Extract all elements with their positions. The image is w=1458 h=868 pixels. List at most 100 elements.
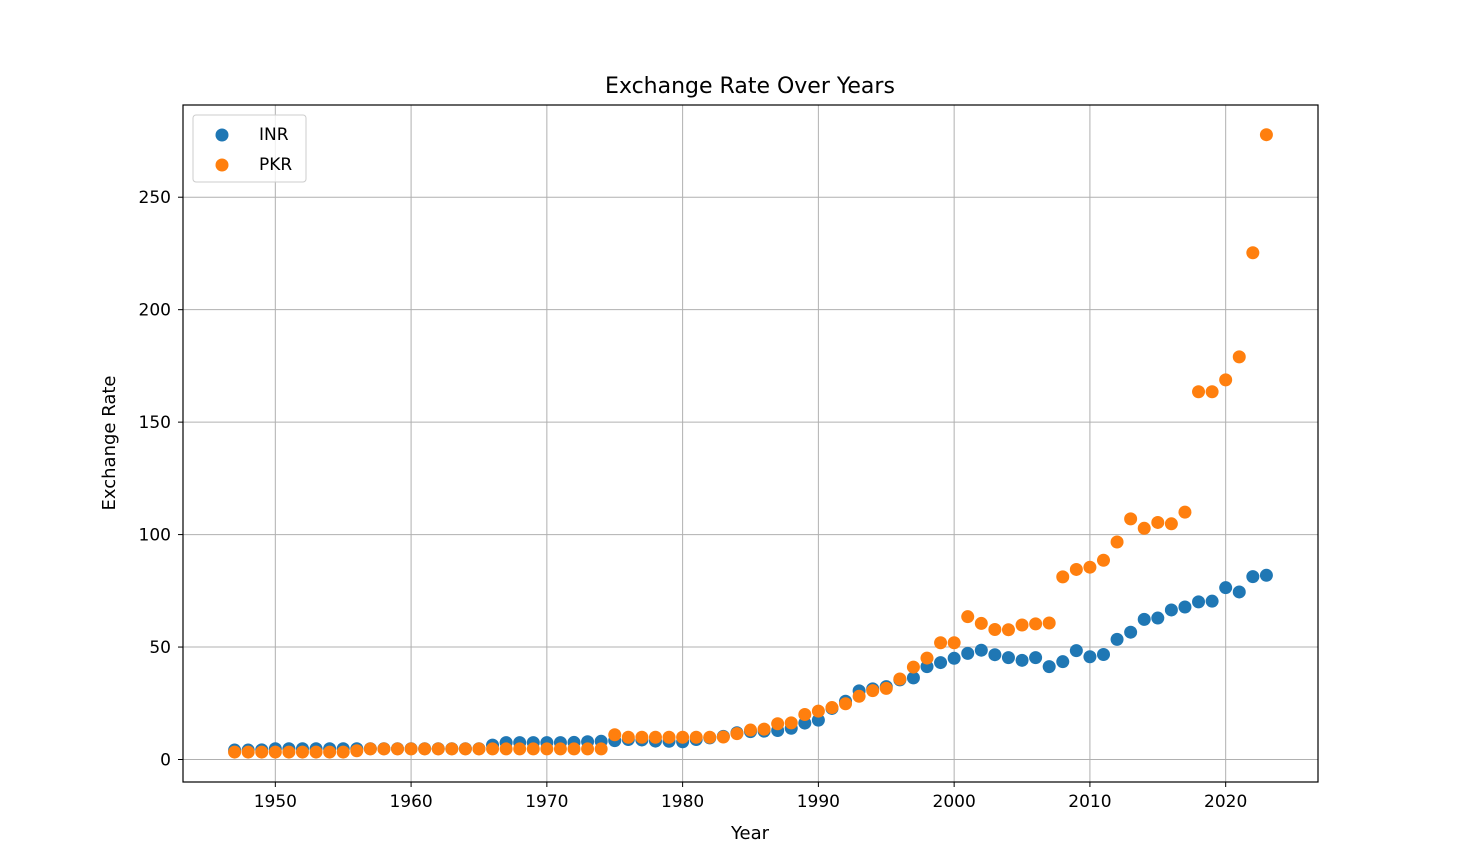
data-point-pkr bbox=[716, 730, 730, 744]
data-point-inr bbox=[1246, 570, 1260, 584]
data-point-pkr bbox=[350, 744, 364, 758]
y-tick-label: 0 bbox=[160, 751, 171, 771]
grid-layer bbox=[183, 105, 1318, 782]
data-point-inr bbox=[1205, 594, 1219, 608]
data-point-pkr bbox=[228, 745, 242, 759]
data-point-pkr bbox=[431, 742, 445, 756]
data-point-inr bbox=[1096, 647, 1110, 661]
chart-title: Exchange Rate Over Years bbox=[605, 74, 895, 99]
data-point-pkr bbox=[1056, 570, 1070, 584]
ticks-layer: 1950 1960 1970 1980 1990 2000 2010 2020 0 50 100 15… bbox=[139, 188, 1248, 812]
data-point-pkr bbox=[608, 728, 622, 742]
data-point-pkr bbox=[309, 745, 323, 759]
data-point-pkr bbox=[798, 708, 812, 722]
plot-frame bbox=[182, 104, 1319, 783]
data-point-pkr bbox=[323, 745, 337, 759]
x-tick-label: 1960 bbox=[389, 792, 432, 812]
data-point-inr bbox=[988, 648, 1002, 662]
data-point-pkr bbox=[825, 701, 839, 715]
data-point-inr bbox=[1232, 585, 1246, 599]
x-tick-label: 2000 bbox=[933, 792, 976, 812]
data-point-pkr bbox=[594, 742, 608, 756]
data-point-pkr bbox=[540, 742, 554, 756]
legend-label-pkr: PKR bbox=[259, 155, 292, 175]
data-point-pkr bbox=[241, 745, 255, 759]
data-point-pkr bbox=[866, 684, 880, 698]
data-point-pkr bbox=[1110, 535, 1124, 549]
legend-label-inr: INR bbox=[259, 125, 289, 145]
data-point-pkr bbox=[255, 745, 269, 759]
data-point-pkr bbox=[404, 742, 418, 756]
data-point-pkr bbox=[1178, 505, 1192, 519]
data-point-pkr bbox=[1192, 385, 1206, 399]
data-point-pkr bbox=[961, 610, 975, 624]
y-tick-label: 200 bbox=[139, 301, 171, 321]
data-point-pkr bbox=[811, 704, 825, 718]
data-point-pkr bbox=[1015, 618, 1029, 632]
data-point-pkr bbox=[906, 660, 920, 674]
data-point-pkr bbox=[648, 730, 662, 744]
data-point-pkr bbox=[567, 742, 581, 756]
x-tick-label: 1980 bbox=[661, 792, 704, 812]
data-point-pkr bbox=[1219, 373, 1233, 387]
data-point-pkr bbox=[1137, 521, 1151, 535]
x-tick-label: 1990 bbox=[797, 792, 840, 812]
data-point-pkr bbox=[1029, 617, 1043, 631]
data-point-pkr bbox=[499, 742, 513, 756]
data-point-pkr bbox=[1164, 517, 1178, 531]
data-point-inr bbox=[1219, 581, 1233, 595]
data-point-pkr bbox=[974, 616, 988, 630]
data-point-inr bbox=[934, 656, 948, 670]
data-point-pkr bbox=[553, 742, 567, 756]
data-point-pkr bbox=[1232, 350, 1246, 364]
data-point-inr bbox=[1110, 632, 1124, 646]
data-point-inr bbox=[1137, 612, 1151, 626]
data-point-inr bbox=[1083, 650, 1097, 664]
legend-marker-pkr bbox=[215, 158, 229, 172]
data-point-pkr bbox=[1096, 553, 1110, 567]
y-tick-label: 250 bbox=[139, 188, 171, 208]
data-point-inr bbox=[1029, 651, 1043, 665]
data-point-pkr bbox=[879, 681, 893, 695]
data-point-pkr bbox=[1124, 512, 1138, 526]
data-point-pkr bbox=[268, 745, 282, 759]
data-point-inr bbox=[1056, 655, 1070, 669]
data-point-inr bbox=[811, 713, 825, 727]
data-point-pkr bbox=[295, 745, 309, 759]
data-point-inr bbox=[1015, 653, 1029, 667]
data-point-inr bbox=[1178, 600, 1192, 614]
data-point-pkr bbox=[1151, 515, 1165, 529]
data-point-pkr bbox=[689, 730, 703, 744]
data-point-pkr bbox=[1069, 562, 1083, 576]
data-point-pkr bbox=[771, 717, 785, 731]
data-point-pkr bbox=[784, 716, 798, 730]
data-point-inr bbox=[1001, 651, 1015, 665]
data-point-pkr bbox=[703, 730, 717, 744]
data-point-pkr bbox=[1083, 560, 1097, 574]
data-point-pkr bbox=[988, 623, 1002, 637]
data-point-pkr bbox=[1259, 128, 1273, 142]
y-tick-label: 100 bbox=[139, 526, 171, 546]
data-point-pkr bbox=[676, 730, 690, 744]
data-point-pkr bbox=[336, 745, 350, 759]
data-point-pkr bbox=[621, 730, 635, 744]
data-point-pkr bbox=[893, 672, 907, 686]
data-point-pkr bbox=[418, 742, 432, 756]
data-point-pkr bbox=[526, 742, 540, 756]
data-point-inr bbox=[961, 646, 975, 660]
data-point-inr bbox=[974, 643, 988, 657]
data-point-pkr bbox=[377, 742, 391, 756]
data-point-pkr bbox=[581, 742, 595, 756]
points-layer bbox=[228, 128, 1273, 759]
x-tick-label: 2020 bbox=[1204, 792, 1247, 812]
data-point-pkr bbox=[1205, 385, 1219, 399]
data-point-pkr bbox=[934, 636, 948, 650]
data-point-pkr bbox=[730, 727, 744, 741]
y-tick-label: 50 bbox=[149, 638, 171, 658]
data-point-pkr bbox=[744, 723, 757, 737]
data-point-inr bbox=[947, 651, 961, 665]
data-point-pkr bbox=[363, 742, 377, 756]
data-point-pkr bbox=[852, 689, 866, 703]
